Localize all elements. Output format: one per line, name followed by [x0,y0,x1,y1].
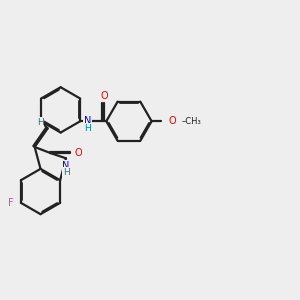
Text: –CH₃: –CH₃ [182,117,202,126]
Text: O: O [74,148,82,158]
Text: O: O [100,91,108,100]
Text: O: O [169,116,177,126]
Text: N: N [62,161,70,171]
Text: F: F [8,198,13,208]
Text: N: N [84,116,92,126]
Text: H: H [84,124,91,133]
Text: H: H [37,118,44,127]
Text: H: H [63,168,69,177]
